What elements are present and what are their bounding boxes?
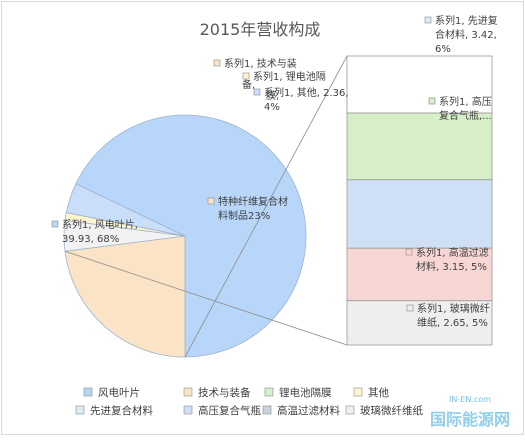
legend-item-5: 高压复合气瓶 [183, 404, 261, 417]
label-line-tech2-0: 备, [242, 78, 255, 91]
data-label-wind: 系列1, 风电叶片, 39.93, 68% [51, 218, 138, 245]
legend-item-3: 其他 [353, 386, 389, 399]
legend-item-7: 玻璃微纤维纸 [345, 404, 423, 417]
connector-bottom [64, 250, 348, 346]
legend-item-4: 先进复合材料 [75, 404, 153, 417]
legend-swatch-6 [262, 405, 272, 415]
bar-layer [346, 55, 493, 346]
legend-swatch-7 [345, 405, 355, 415]
bar-segment-0 [346, 55, 493, 114]
data-label-other: 系列1, 其他, 2.36, 4% [253, 86, 349, 113]
data-label-filter: 系列1, 高温过滤材料, 3.15, 5% [405, 246, 489, 273]
connector-top [184, 55, 348, 358]
legend-item-0: 风电叶片 [83, 386, 140, 399]
legend-item-6: 高温过滤材料 [262, 404, 340, 417]
watermark: IN-EN.com 国际能源网 [430, 395, 510, 429]
legend-swatch-1 [183, 387, 193, 397]
pie-layer [63, 114, 307, 358]
data-label-advanced: 系列1, 先进复合材料, 3.42, 6% [424, 14, 498, 55]
label-marker-cylinder [428, 97, 436, 105]
label-line-wind-1: 39.93, 68% [62, 234, 119, 245]
label-marker-tech [213, 59, 221, 67]
legend-swatch-3 [353, 387, 363, 397]
bar-segment-2 [346, 179, 493, 249]
watermark-text: 国际能源网 [430, 410, 510, 429]
legend-label-7: 玻璃微纤维纸 [360, 404, 423, 417]
chart-title: 2015年营收构成 [200, 20, 321, 39]
legend-label-6: 高温过滤材料 [277, 404, 340, 417]
bar-segment-4 [346, 300, 493, 346]
legend-label-0: 风电叶片 [98, 386, 140, 399]
label-line-special-1: 料制品23% [218, 209, 270, 222]
pie-slice-0 [75, 114, 307, 358]
label-marker-special [207, 197, 215, 205]
data-label-glass: 系列1, 玻璃微纤维纸, 2.65, 5% [406, 302, 490, 329]
label-line-other-1: 4% [264, 102, 280, 113]
label-line-glass-0: 系列1, 玻璃微纤 [417, 302, 490, 315]
legend-swatch-2 [264, 387, 274, 397]
label-marker-advanced [424, 16, 432, 24]
data-label-cylinder: 系列1, 高压复合气瓶,... [428, 95, 492, 122]
label-line-wind-0: 系列1, 风电叶片, [62, 218, 138, 231]
legend-item-2: 锂电池隔膜 [264, 386, 332, 399]
label-line-lithium2-0: 膜, [266, 90, 279, 102]
pie-slice-4 [65, 183, 186, 237]
label-line-advanced-2: 6% [435, 44, 451, 55]
legend-label-2: 锂电池隔膜 [279, 386, 332, 399]
data-label-tech: 系列1, 技术与装 [213, 57, 297, 70]
label-line-cylinder-0: 系列1, 高压 [439, 95, 492, 108]
data-label-lithium: 系列1, 锂电池隔 [242, 70, 326, 83]
label-line-filter-0: 系列1, 高温过滤 [416, 246, 489, 259]
legend-swatch-0 [83, 387, 93, 397]
label-line-special-0: 特种纤维复合材 [218, 195, 288, 208]
legend-label-5: 高压复合气瓶 [198, 404, 261, 417]
label-marker-filter [405, 248, 413, 256]
label-line-lithium-0: 系列1, 锂电池隔 [253, 70, 326, 83]
legend-swatch-4 [75, 405, 85, 415]
label-marker-other [253, 88, 261, 96]
label-line-cylinder-1: 复合气瓶,... [439, 109, 492, 122]
label-line-tech-0: 系列1, 技术与装 [224, 57, 297, 70]
label-line-advanced-0: 系列1, 先进复 [435, 14, 498, 27]
legend-label-1: 技术与装备 [198, 386, 251, 399]
label-line-other-0: 系列1, 其他, 2.36, [264, 86, 349, 99]
pie-slice-1 [64, 235, 186, 358]
label-marker-glass [406, 304, 414, 312]
data-label-tech2: 备, [242, 78, 255, 91]
label-line-advanced-1: 合材料, 3.42, [435, 28, 497, 41]
label-marker-lithium [242, 72, 250, 80]
legend-swatch-5 [183, 405, 193, 415]
bar-segment-3 [346, 247, 493, 302]
connector-layer [64, 55, 348, 358]
legend-label-3: 其他 [368, 386, 389, 399]
label-line-glass-1: 维纸, 2.65, 5% [417, 316, 488, 329]
watermark-subtext: IN-EN.com [449, 395, 491, 404]
bar-segment-1 [346, 112, 493, 181]
legend-label-4: 先进复合材料 [90, 404, 153, 417]
data-label-lithium2: 膜, [266, 90, 279, 102]
label-marker-wind [51, 220, 59, 228]
legend-item-1: 技术与装备 [183, 386, 251, 399]
label-line-filter-1: 材料, 3.15, 5% [416, 260, 487, 273]
